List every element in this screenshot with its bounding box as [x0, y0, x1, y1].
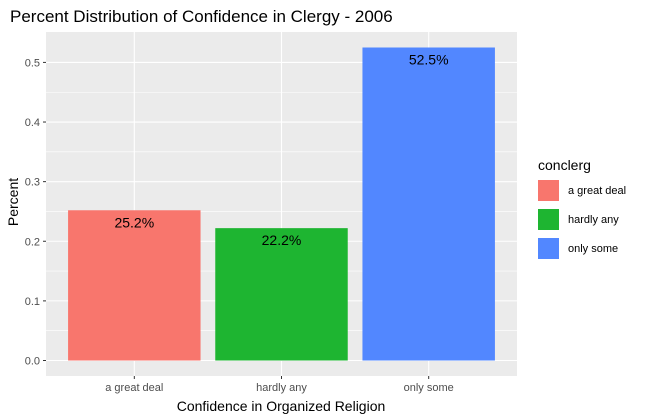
legend: conclerg a great deal hardly any only some [538, 157, 626, 259]
y-tick-label: 0.5 [25, 57, 40, 69]
x-tick-label: hardly any [256, 382, 307, 394]
y-tick-label: 0.4 [25, 117, 40, 129]
bar-only-some [362, 47, 495, 361]
x-tick-label: a great deal [105, 382, 163, 394]
legend-key [538, 180, 559, 201]
bar-hardly-any [215, 228, 348, 361]
bars [68, 47, 495, 361]
data-label: 25.2% [114, 214, 154, 230]
legend-label: a great deal [568, 185, 626, 197]
data-label: 52.5% [409, 52, 449, 68]
x-tick-label: only some [404, 382, 454, 394]
chart-title: Percent Distribution of Confidence in Cl… [10, 7, 393, 26]
bar-a-great-deal [68, 210, 201, 361]
y-tick-label: 0.1 [25, 296, 40, 308]
y-axis-title: Percent [5, 178, 21, 226]
data-label: 22.2% [262, 232, 302, 248]
y-tick-label: 0.2 [25, 236, 40, 248]
x-axis-title: Confidence in Organized Religion [177, 398, 386, 414]
legend-label: only some [568, 243, 618, 255]
legend-title: conclerg [538, 157, 591, 173]
legend-key [538, 238, 559, 259]
y-axis: 0.0 0.1 0.2 0.3 0.4 0.5 [25, 57, 46, 367]
legend-label: hardly any [568, 214, 619, 226]
data-labels: 25.2% 22.2% 52.5% [114, 52, 448, 249]
x-axis: a great deal hardly any only some [105, 376, 454, 394]
y-tick-label: 0.0 [25, 355, 40, 367]
y-tick-label: 0.3 [25, 177, 40, 189]
legend-key [538, 209, 559, 230]
